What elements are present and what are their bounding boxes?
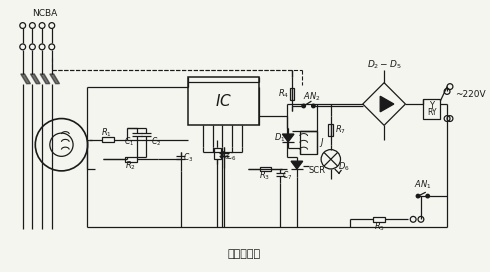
Text: NCBA: NCBA (32, 10, 58, 18)
Polygon shape (40, 74, 50, 84)
Bar (125, 157, 137, 162)
Bar (214, 148, 221, 159)
Circle shape (312, 104, 315, 108)
Circle shape (302, 104, 305, 108)
Text: $D_1$: $D_1$ (274, 132, 285, 144)
Polygon shape (380, 96, 394, 112)
Text: SCR: SCR (309, 166, 325, 175)
Text: Y: Y (429, 101, 434, 110)
Text: J: J (320, 138, 322, 147)
Text: $R_3$: $R_3$ (259, 169, 270, 182)
Text: $R_5$: $R_5$ (374, 221, 385, 233)
Text: $C_1$: $C_1$ (124, 135, 134, 148)
Text: $AN_1$: $AN_1$ (414, 178, 432, 191)
Bar (290, 88, 294, 100)
Text: $D_2-D_5$: $D_2-D_5$ (367, 58, 401, 70)
Text: RY: RY (427, 108, 436, 117)
Polygon shape (21, 74, 30, 84)
Circle shape (416, 194, 420, 198)
Text: ~220V: ~220V (455, 90, 486, 99)
Polygon shape (282, 134, 294, 142)
Text: $C_2$: $C_2$ (150, 135, 161, 148)
Bar (423, 99, 441, 119)
Text: $R_7$: $R_7$ (335, 124, 346, 137)
Bar (328, 124, 333, 136)
Text: $R_4$: $R_4$ (278, 88, 289, 100)
Polygon shape (50, 74, 59, 84)
Text: $C_3$: $C_3$ (183, 151, 194, 163)
Text: $R_2$: $R_2$ (125, 160, 136, 172)
Bar (188, 77, 259, 125)
Text: $D_6$: $D_6$ (339, 161, 350, 173)
Bar (102, 137, 114, 142)
Text: $R_6$: $R_6$ (219, 149, 229, 162)
Text: $R_1$: $R_1$ (100, 127, 112, 139)
Text: $IC$: $IC$ (215, 93, 232, 109)
Bar (260, 166, 271, 171)
Polygon shape (291, 161, 303, 169)
Text: $C_7$: $C_7$ (282, 169, 293, 182)
Bar (373, 217, 385, 222)
Polygon shape (30, 74, 40, 84)
Circle shape (426, 194, 429, 198)
Text: 工作原理图: 工作原理图 (227, 249, 260, 259)
Bar (300, 131, 317, 154)
Text: $AN_2$: $AN_2$ (303, 91, 320, 103)
Text: $C_6$: $C_6$ (226, 150, 236, 163)
